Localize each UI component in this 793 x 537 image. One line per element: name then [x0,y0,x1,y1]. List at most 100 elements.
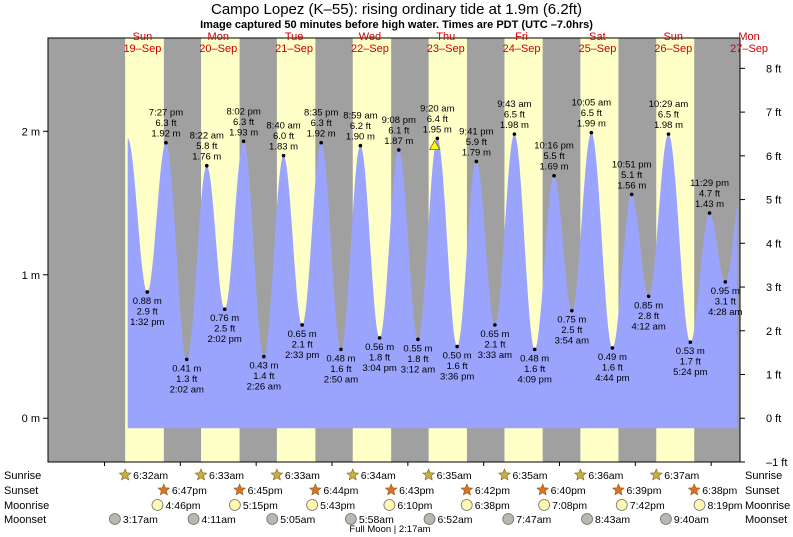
moonrise-entry: 7:42pm [615,499,665,512]
sunrise-icon [346,468,360,481]
extreme-label: 7:27 pm [149,108,183,119]
low-tide-mark: 0.48 m1.6 ft4:09 pm [518,347,552,385]
extreme-label: 8:22 am [190,131,224,142]
moonrise-row-label-left: Moonrise [4,500,49,512]
extreme-label: 0.53 m [676,346,705,357]
extreme-label: 1:32 pm [130,317,164,328]
extreme-dot [474,159,479,164]
moonset-entry: 7:47am [502,513,552,526]
extreme-dot [646,294,651,299]
y-right-tick-label: 8 ft [766,63,781,75]
y-right-tick-label: 6 ft [766,151,781,163]
sunrise-time: 6:34am [361,470,396,482]
moonset-time: 3:17am [123,514,158,526]
extreme-label: 6.5 ft [658,110,679,121]
sunset-icon [536,483,550,496]
sunset-time: 6:38pm [702,485,737,497]
extreme-dot [723,280,728,284]
weekday-date: 26–Sep [654,43,692,55]
extreme-label: 4:09 pm [518,374,552,385]
low-tide-mark: 0.53 m1.7 ft5:24 pm [673,340,708,378]
y-right-tick-label: 0 ft [766,413,781,425]
extreme-label: 0.65 m [288,329,317,340]
moonset-time: 8:43am [595,514,630,526]
weekday-name: Mon [208,31,229,43]
extreme-label: 6.1 ft [388,125,409,136]
weekday-name: Wed [359,31,381,43]
extreme-label: 0.55 m [403,343,432,354]
moonset-icon [266,513,279,525]
y-right-tick-label: 1 ft [766,370,781,382]
low-tide-mark: 0.43 m1.4 ft2:26 am [247,354,281,393]
sunrise-time: 6:32am [133,470,168,482]
extreme-label: 1.87 m [384,136,413,147]
sunset-time: 6:44pm [323,485,358,497]
moonrise-icon [538,499,551,511]
extreme-label: 1.99 m [577,119,606,130]
moonset-entry: 6:52am [423,513,473,526]
extreme-dot [222,307,227,311]
sunrise-entry: 6:33am [194,468,244,482]
y-right-tick-label: 7 ft [766,107,781,119]
sunrise-time: 6:35am [512,470,547,482]
extreme-label: 9:20 am [420,103,454,114]
low-tide-mark: 0.76 m2.5 ft2:02 pm [208,307,242,345]
high-tide-mark: 10:05 am6.5 ft1.99 m [572,98,611,135]
low-tide-mark: 0.55 m1.8 ft3:12 am [401,337,435,375]
extreme-label: 9:08 pm [382,115,416,126]
moonrise-time: 6:10pm [397,500,432,512]
extreme-label: 2.8 ft [638,311,659,322]
extreme-label: 2:33 pm [285,350,319,361]
moonset-icon [581,513,593,525]
extreme-dot [455,344,459,349]
high-tide-mark: 8:35 pm6.3 ft1.92 m [304,108,338,145]
extreme-label: 3:33 am [478,350,512,361]
full-moon-note: Full Moon | 2:17am [349,524,430,535]
extreme-label: 1.98 m [654,120,683,131]
extreme-label: 5:24 pm [673,367,707,378]
extreme-label: 10:51 pm [612,159,652,170]
moonset-icon [502,513,515,525]
high-tide-mark: 10:51 pm5.1 ft1.56 m [612,159,652,197]
sunrise-entry: 6:36am [573,468,624,482]
extreme-label: 6.5 ft [581,108,602,119]
extreme-label: 1.69 m [540,162,569,173]
moonrise-icon [306,499,319,511]
extreme-label: 1.92 m [307,129,336,140]
extreme-label: 2:02 am [170,384,204,395]
low-tide-mark: 0.48 m1.6 ft2:50 am [324,347,358,385]
high-tide-mark: 9:08 pm6.1 ft1.87 m [382,115,416,152]
extreme-label: 6.3 ft [233,117,254,128]
sunset-icon [460,483,474,496]
extreme-label: 6.3 ft [311,118,332,129]
extreme-label: 3:36 pm [440,371,474,382]
weekday-date: 22–Sep [351,43,389,55]
sunset-icon [308,483,322,496]
moonset-entry: 5:58am [344,513,394,526]
moonset-icon [423,513,436,525]
extreme-label: 0.76 m [210,313,239,324]
extreme-label: 3:04 pm [362,363,396,374]
weekday-name: Tue [285,31,304,43]
extreme-label: 4:28 am [708,307,742,318]
sunrise-time: 6:33am [285,470,320,482]
moonrise-icon [615,499,628,511]
extreme-dot [339,347,343,352]
weekday-labels: Sun19–SepMon20–SepTue21–SepWed22–SepThu2… [123,31,768,55]
sunrise-icon [649,468,663,481]
extreme-label: 5.9 ft [466,137,487,148]
tide-area [127,132,738,429]
moonrise-icon [151,499,164,511]
extreme-label: 6.2 ft [350,121,371,132]
extreme-label: 0.65 m [480,329,509,340]
extreme-label: 1.56 m [617,180,646,191]
extreme-dot [688,340,693,344]
moonrise-entry: 6:38pm [460,499,510,512]
astro-rows: Sunrise Sunrise Sunset Sunset Moonrise Moonri… [4,468,790,535]
moonset-entry: 5:05am [266,513,316,526]
extreme-dot [532,347,537,352]
extreme-label: 4:44 pm [595,373,629,384]
extreme-label: 1.6 ft [602,362,623,373]
extreme-dot [204,163,209,168]
extreme-label: 8:35 pm [304,108,338,119]
